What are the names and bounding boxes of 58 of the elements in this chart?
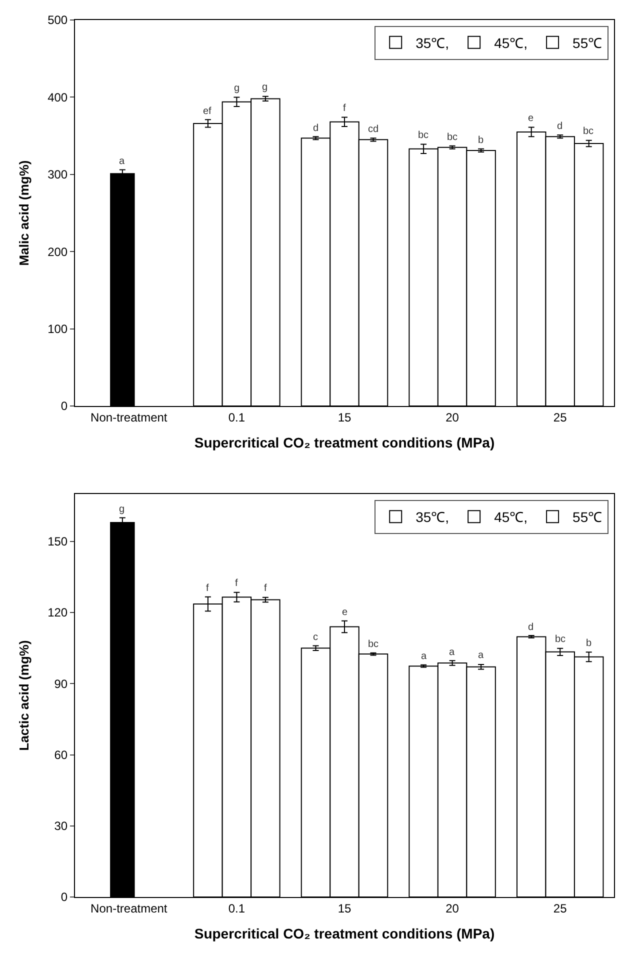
x-tick-label: 25: [553, 410, 568, 424]
y-tick-label: 0: [60, 890, 68, 904]
data-label: e: [342, 607, 348, 618]
data-label: a: [421, 651, 427, 662]
data-label: e: [528, 113, 534, 124]
data-label: d: [528, 622, 534, 633]
x-tick-label: Non-treatment: [90, 901, 168, 916]
y-tick-label: 60: [54, 748, 68, 762]
y-tick-label: 120: [48, 606, 68, 620]
data-label: d: [557, 121, 563, 132]
data-label: a: [119, 156, 125, 167]
data-label: f: [235, 578, 238, 589]
data-label: bc: [555, 634, 566, 645]
data-label: d: [313, 123, 319, 134]
data-label: ef: [203, 106, 212, 117]
y-axis-title: Lactic acid (mg%): [16, 640, 32, 751]
x-tick-label: 15: [338, 901, 352, 916]
x-tick-label: 20: [446, 410, 460, 424]
y-tick-label: 100: [48, 322, 68, 336]
data-label: bc: [418, 130, 429, 141]
y-tick-label: 30: [54, 819, 68, 834]
data-label: c: [313, 632, 318, 643]
y-tick-label: 150: [48, 534, 68, 549]
legend-label: 45℃,: [494, 34, 528, 51]
x-tick-label: 20: [446, 901, 460, 916]
data-label: f: [264, 583, 267, 594]
data-label: a: [478, 650, 484, 661]
data-label: g: [119, 504, 125, 515]
legend-label: 45℃,: [494, 509, 528, 526]
data-label: f: [206, 583, 209, 594]
legend-label: 55℃: [572, 34, 602, 51]
data-label: cd: [368, 124, 379, 135]
y-tick-label: 400: [48, 90, 68, 104]
data-label: f: [343, 103, 346, 114]
x-tick-label: Non-treatment: [90, 410, 168, 424]
data-label: a: [449, 647, 455, 658]
data-label: g: [234, 83, 240, 94]
x-axis-title: Supercritical CO₂ treatment conditions (MPa): [194, 926, 495, 942]
y-tick-label: 200: [48, 244, 68, 259]
y-tick-label: 0: [60, 399, 68, 414]
legend-label: 35℃,: [416, 509, 450, 526]
x-axis-title: Supercritical CO₂ treatment conditions (MPa): [194, 434, 495, 451]
y-tick-label: 90: [54, 676, 68, 691]
data-label: b: [478, 135, 484, 146]
legend-label: 35℃,: [416, 34, 450, 51]
data-label: bc: [583, 126, 594, 137]
y-axis-title: Malic acid (mg%): [16, 160, 32, 266]
data-label: bc: [368, 639, 379, 650]
legend-label: 55℃: [572, 509, 602, 526]
x-tick-label: 15: [338, 410, 352, 424]
x-tick-label: 25: [553, 901, 568, 916]
data-label: bc: [447, 132, 458, 143]
data-label: b: [586, 638, 592, 649]
y-tick-label: 300: [48, 168, 68, 182]
x-tick-label: 0.1: [228, 901, 246, 916]
y-tick-label: 500: [48, 13, 68, 28]
x-tick-label: 0.1: [228, 410, 246, 424]
data-label: g: [262, 82, 268, 93]
